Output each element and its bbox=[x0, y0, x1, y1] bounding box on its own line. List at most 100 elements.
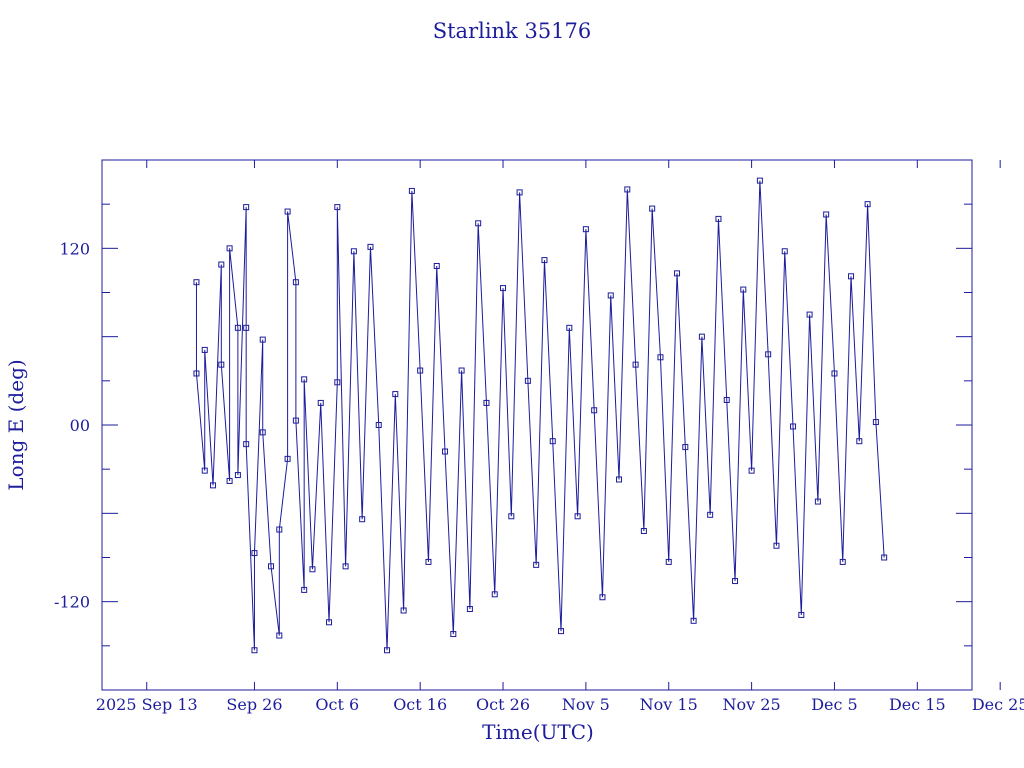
data-point bbox=[872, 419, 879, 426]
data-point bbox=[243, 441, 250, 448]
data-point bbox=[516, 189, 523, 196]
data-point bbox=[566, 324, 573, 331]
data-point bbox=[201, 467, 208, 474]
data-point bbox=[649, 205, 656, 212]
data-point bbox=[682, 444, 689, 451]
data-point bbox=[367, 243, 374, 250]
data-point bbox=[400, 607, 407, 614]
data-point bbox=[259, 336, 266, 343]
x-tick-label: Oct 6 bbox=[315, 695, 359, 714]
data-point bbox=[392, 391, 399, 398]
data-point bbox=[756, 177, 763, 184]
data-point bbox=[234, 472, 241, 479]
data-point bbox=[483, 399, 490, 406]
data-point bbox=[765, 351, 772, 358]
x-axis-label: Time(UTC) bbox=[482, 720, 594, 744]
x-tick-label: Dec 5 bbox=[811, 695, 858, 714]
data-point bbox=[831, 370, 838, 377]
data-point bbox=[674, 270, 681, 277]
data-point bbox=[350, 248, 357, 255]
data-point bbox=[243, 204, 250, 211]
data-point bbox=[806, 311, 813, 318]
series-line bbox=[195, 180, 885, 651]
data-point bbox=[790, 423, 797, 430]
x-tick-label: 2025 Sep 13 bbox=[96, 695, 198, 714]
data-point bbox=[475, 220, 482, 227]
data-point bbox=[698, 333, 705, 340]
data-point bbox=[707, 511, 714, 518]
data-point bbox=[417, 367, 424, 374]
data-point bbox=[284, 208, 291, 215]
data-point bbox=[359, 516, 366, 523]
data-point bbox=[574, 513, 581, 520]
y-tick-label: 00 bbox=[70, 416, 90, 435]
data-point bbox=[599, 594, 606, 601]
data-point bbox=[839, 558, 846, 565]
data-point bbox=[740, 286, 747, 293]
data-point bbox=[342, 563, 349, 570]
data-point bbox=[848, 273, 855, 280]
x-tick-label: Dec 15 bbox=[889, 695, 946, 714]
data-point bbox=[226, 477, 233, 484]
x-tick-label: Sep 26 bbox=[226, 695, 282, 714]
data-point bbox=[773, 542, 780, 549]
data-point bbox=[276, 526, 283, 533]
data-point bbox=[408, 187, 415, 194]
data-point bbox=[500, 285, 507, 292]
data-point bbox=[334, 379, 341, 386]
data-point bbox=[218, 261, 225, 268]
data-point bbox=[226, 245, 233, 252]
data-point bbox=[301, 376, 308, 383]
data-point bbox=[218, 361, 225, 368]
x-tick-label: Oct 16 bbox=[393, 695, 447, 714]
data-point bbox=[276, 632, 283, 639]
data-point bbox=[268, 563, 275, 570]
data-point bbox=[193, 279, 200, 286]
data-point bbox=[541, 257, 548, 264]
x-tick-label: Dec 25 bbox=[972, 695, 1024, 714]
data-point bbox=[781, 248, 788, 255]
data-point bbox=[558, 628, 565, 635]
data-point bbox=[326, 619, 333, 626]
data-point bbox=[508, 513, 515, 520]
data-point bbox=[591, 407, 598, 414]
data-point bbox=[798, 611, 805, 618]
data-point bbox=[533, 561, 540, 568]
y-tick-label: 120 bbox=[59, 239, 90, 258]
data-point bbox=[433, 263, 440, 269]
data-point bbox=[524, 377, 531, 384]
data-point bbox=[334, 204, 341, 211]
data-point bbox=[690, 617, 697, 624]
data-point bbox=[607, 292, 614, 299]
data-point bbox=[450, 631, 457, 638]
data-point bbox=[881, 554, 888, 561]
data-point bbox=[251, 550, 258, 557]
data-point bbox=[640, 528, 647, 534]
data-point bbox=[864, 201, 871, 208]
data-point bbox=[665, 558, 672, 565]
data-point bbox=[616, 476, 623, 483]
data-point bbox=[491, 591, 498, 598]
data-point bbox=[582, 226, 589, 233]
data-point bbox=[193, 370, 200, 377]
data-point bbox=[442, 448, 449, 455]
data-point bbox=[732, 578, 739, 585]
data-point bbox=[292, 279, 299, 286]
data-point bbox=[201, 346, 208, 353]
data-point bbox=[234, 324, 241, 331]
data-point bbox=[549, 438, 556, 445]
data-point bbox=[466, 606, 473, 613]
data-point bbox=[624, 186, 631, 193]
data-point bbox=[856, 438, 863, 445]
data-point bbox=[210, 482, 217, 489]
x-tick-label: Nov 5 bbox=[562, 695, 610, 714]
data-point bbox=[301, 586, 308, 593]
x-tick-label: Oct 26 bbox=[476, 695, 530, 714]
data-point bbox=[632, 361, 639, 368]
data-point bbox=[748, 467, 755, 474]
data-point bbox=[243, 324, 250, 331]
data-point bbox=[259, 429, 266, 436]
chart-title: Starlink 35176 bbox=[433, 19, 592, 43]
